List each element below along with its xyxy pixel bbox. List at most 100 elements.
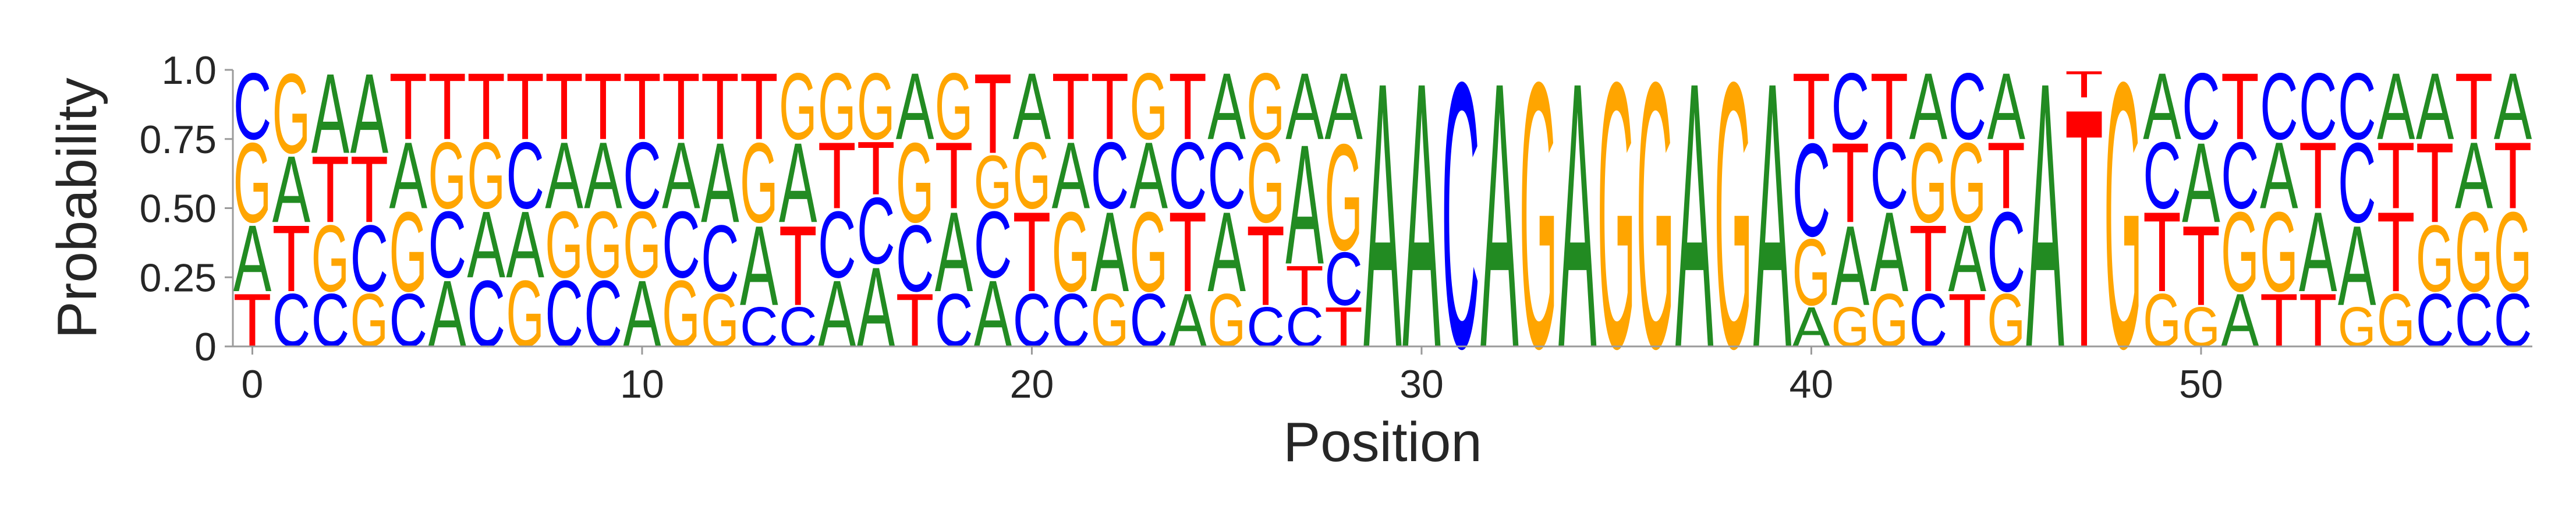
logo-letter-A: A bbox=[389, 122, 427, 229]
logo-letter-T: T bbox=[467, 54, 505, 160]
logo-letter-T: T bbox=[2299, 123, 2337, 229]
logo-letter-A: A bbox=[1013, 53, 1051, 160]
logo-letter-A: A bbox=[1480, 3, 1519, 427]
logo-letter-G: G bbox=[1130, 54, 1168, 160]
logo-letter-T: T bbox=[818, 123, 856, 229]
logo-letter-T: T bbox=[2494, 123, 2532, 229]
logo-letter-A: A bbox=[311, 50, 350, 178]
logo-letter-G: G bbox=[1831, 295, 1870, 359]
logo-letter-G: G bbox=[896, 119, 934, 246]
logo-letter-T: T bbox=[857, 126, 895, 211]
logo-letter-G: G bbox=[2377, 279, 2415, 363]
logo-letter-G: G bbox=[701, 279, 739, 363]
logo-letter-T: T bbox=[311, 137, 350, 243]
logo-letter-A: A bbox=[428, 260, 466, 367]
logo-letter-C: C bbox=[2143, 123, 2181, 229]
x-tick-label: 30 bbox=[1399, 362, 1444, 406]
logo-letter-G: G bbox=[2260, 188, 2298, 315]
logo-letter-G: G bbox=[1636, 3, 1675, 427]
logo-letter-T: T bbox=[1909, 206, 1947, 312]
logo-letter-G: G bbox=[389, 188, 427, 315]
logo-letter-T: T bbox=[545, 54, 583, 160]
logo-letter-G: G bbox=[2143, 279, 2181, 363]
logo-letter-C: C bbox=[1130, 278, 1168, 363]
y-tick-label: 0.50 bbox=[140, 187, 217, 231]
logo-letter-C: C bbox=[2338, 54, 2376, 160]
logo-letter-A: A bbox=[2494, 53, 2532, 160]
logo-letter-A: A bbox=[1909, 53, 1947, 160]
logo-letter-G: G bbox=[1013, 123, 1051, 229]
logo-letter-T: T bbox=[2377, 123, 2415, 229]
logo-letter-A: A bbox=[1285, 53, 1324, 160]
logo-letter-G: G bbox=[740, 119, 778, 246]
logo-letter-G: G bbox=[1091, 279, 1129, 363]
logo-letter-A: A bbox=[2455, 122, 2493, 229]
logo-letter-T: T bbox=[2260, 278, 2298, 363]
logo-letter-C: C bbox=[701, 206, 739, 311]
logo-letter-C: C bbox=[1052, 278, 1090, 363]
logo-letter-T: T bbox=[2065, 63, 2103, 106]
logo-letter-A: A bbox=[1675, 3, 1714, 427]
logo-letter-A: A bbox=[272, 136, 311, 243]
logo-letter-A: A bbox=[857, 243, 895, 371]
logo-letter-C: C bbox=[2260, 54, 2298, 160]
logo-letter-T: T bbox=[1870, 54, 1909, 160]
logo-letter-A: A bbox=[2026, 3, 2064, 427]
logo-letter-G: G bbox=[662, 261, 700, 367]
logo-letter-C: C bbox=[545, 261, 583, 367]
logo-letter-G: G bbox=[974, 140, 1012, 225]
x-tick-label: 50 bbox=[2179, 362, 2223, 406]
logo-letter-C: C bbox=[2455, 278, 2493, 363]
logo-letter-G: G bbox=[311, 206, 350, 311]
logo-letter-C: C bbox=[1168, 123, 1207, 229]
logo-letter-C: C bbox=[857, 178, 895, 284]
logo-letter-C: C bbox=[428, 192, 466, 298]
logo-letter-G: G bbox=[1324, 114, 1363, 283]
x-tick-label: 10 bbox=[620, 362, 664, 406]
logo-letter-G: G bbox=[506, 261, 544, 367]
logo-letter-C: C bbox=[467, 261, 505, 367]
logo-letter-A: A bbox=[1948, 205, 1986, 311]
logo-letter-T: T bbox=[1052, 54, 1090, 160]
logo-letter-G: G bbox=[467, 123, 505, 229]
y-axis-title: Probability bbox=[46, 77, 108, 338]
logo-letter-A: A bbox=[1130, 122, 1168, 229]
logo-letter-G: G bbox=[1948, 119, 1986, 246]
logo-letter-C: C bbox=[2338, 120, 2376, 247]
logo-letter-C: C bbox=[506, 123, 544, 229]
logo-letter-T: T bbox=[779, 203, 817, 330]
logo-letter-C: C bbox=[2494, 278, 2532, 363]
logo-letter-G: G bbox=[818, 54, 856, 160]
logo-letter-A: A bbox=[1987, 53, 2025, 160]
logo-letter-T: T bbox=[1168, 54, 1207, 160]
logo-letter-C: C bbox=[584, 261, 622, 367]
logo-letter-A: A bbox=[1870, 188, 1909, 316]
logo-letter-T: T bbox=[389, 54, 427, 160]
logo-letter-T: T bbox=[1987, 123, 2025, 229]
logo-letter-C: C bbox=[350, 206, 389, 311]
logo-letter-A: A bbox=[2260, 122, 2298, 229]
logo-letter-T: T bbox=[974, 50, 1012, 177]
logo-letter-A: A bbox=[896, 53, 934, 160]
logo-letter-T: T bbox=[1792, 54, 1831, 160]
logo-letter-A: A bbox=[1402, 3, 1441, 427]
logo-letter-G: G bbox=[779, 54, 817, 160]
logo-letter-C: C bbox=[740, 295, 778, 359]
logo-letter-C: C bbox=[1285, 295, 1324, 359]
logo-letter-G: G bbox=[1519, 3, 1558, 427]
logo-letter-T: T bbox=[701, 54, 739, 160]
logo-letter-T: T bbox=[2182, 203, 2220, 330]
logo-letter-G: G bbox=[2221, 188, 2259, 315]
logo-letter-T: T bbox=[506, 54, 544, 160]
logo-letter-G: G bbox=[1909, 119, 1947, 246]
logo-letter-C: C bbox=[272, 278, 311, 363]
logo-letter-C: C bbox=[389, 278, 427, 363]
logo-letter-A: A bbox=[545, 122, 583, 229]
logo-letter-A: A bbox=[779, 119, 817, 246]
logo-letter-T: T bbox=[623, 54, 661, 160]
logo-letter-G: G bbox=[2338, 295, 2376, 359]
logo-letter-T: T bbox=[896, 278, 934, 363]
logo-letter-C: C bbox=[1870, 123, 1909, 229]
logo-letter-C: C bbox=[311, 278, 350, 363]
logo-letter-G: G bbox=[935, 54, 973, 160]
